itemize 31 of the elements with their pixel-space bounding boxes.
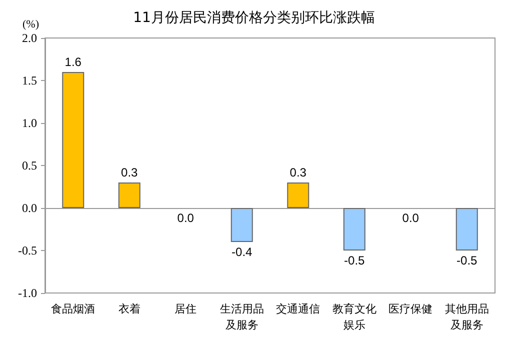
data-label: -0.4: [232, 245, 253, 259]
y-tick-label: 2.0: [22, 31, 37, 45]
data-label: -0.5: [344, 254, 366, 268]
x-tick-label: 交通通信: [276, 302, 320, 316]
x-tick-label: 食品烟酒: [51, 302, 96, 316]
data-label: 0.3: [121, 166, 138, 180]
bar: [287, 182, 310, 208]
x-tick-label: 其他用品及服务: [444, 302, 489, 332]
bar: [230, 208, 253, 242]
data-label: 0.0: [177, 211, 194, 225]
bar: [456, 208, 478, 250]
x-tick-label: 医疗保健: [388, 302, 433, 316]
data-label: 1.6: [64, 55, 82, 69]
y-tick-label: 0.0: [22, 201, 37, 215]
data-label: 0.3: [290, 166, 307, 180]
data-label: 0.0: [402, 211, 420, 225]
data-label: -0.5: [456, 254, 478, 268]
y-tick-label: -1.0: [18, 286, 37, 300]
x-tick-label: 生活用品及服务: [220, 302, 264, 332]
y-tick-label: 1.0: [22, 116, 37, 130]
bar: [118, 182, 140, 208]
x-tick-label: 衣着: [118, 302, 140, 316]
y-tick-label: 1.5: [22, 74, 37, 88]
y-tick-label: -0.5: [18, 244, 37, 258]
y-axis-title: (%): [22, 18, 40, 30]
bar: [343, 208, 366, 250]
x-tick-label: 教育文化娱乐: [332, 302, 376, 332]
x-tick-label: 居住: [174, 302, 197, 316]
bar: [62, 72, 84, 208]
chart-title: 11月份居民消费价格分类别环比涨跌幅: [133, 10, 375, 26]
y-tick-label: 0.5: [22, 158, 37, 172]
